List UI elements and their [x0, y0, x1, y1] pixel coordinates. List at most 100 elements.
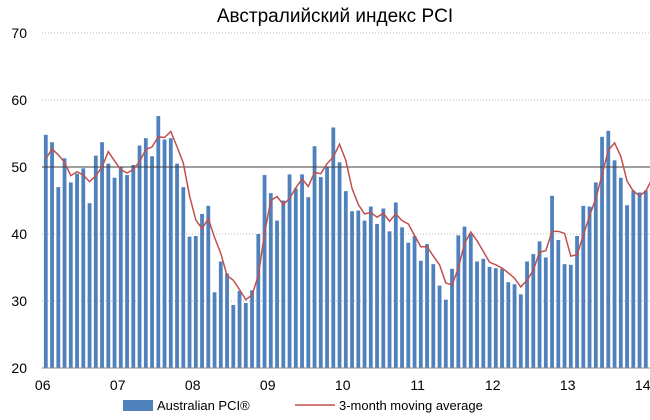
bar: [156, 116, 161, 368]
bar: [362, 220, 367, 368]
bar: [306, 197, 311, 368]
bar: [268, 193, 273, 368]
bar: [43, 134, 48, 368]
bar: [175, 163, 179, 368]
bar: [56, 187, 61, 368]
bar: [281, 200, 286, 368]
bar: [225, 273, 229, 368]
bar: [568, 264, 573, 368]
y-tick-label: 30: [11, 293, 27, 309]
x-tick-label: 06: [35, 377, 51, 393]
bar: [206, 205, 211, 368]
bar: [425, 244, 429, 368]
x-tick-label: 12: [485, 377, 501, 393]
bar: [312, 146, 317, 368]
bar: [118, 167, 123, 368]
bar: [643, 190, 648, 368]
bar: [243, 303, 248, 368]
x-tick-label: 11: [410, 377, 425, 393]
bar: [125, 175, 129, 368]
chart-title: Австралийский индекс PCI: [217, 6, 453, 27]
bar: [81, 168, 86, 368]
bar: [537, 241, 542, 368]
bar: [325, 167, 329, 368]
bar: [443, 299, 448, 368]
bar: [356, 210, 361, 368]
bar: [162, 139, 167, 368]
bar: [293, 188, 298, 368]
bar: [93, 155, 98, 368]
bar: [350, 211, 354, 368]
bar: [475, 261, 479, 368]
bar: [587, 206, 592, 368]
bar: [518, 294, 523, 368]
bar: [493, 268, 498, 368]
legend-swatch-pci: [123, 400, 153, 411]
bar: [581, 205, 586, 368]
bar: [525, 261, 529, 368]
bar: [543, 257, 548, 368]
y-tick-label: 50: [11, 159, 27, 175]
moving-average-line: [45, 130, 650, 301]
bar: [275, 220, 279, 368]
x-tick-label: 07: [110, 377, 126, 393]
bar: [100, 142, 104, 368]
bar: [193, 236, 198, 368]
legend-label-moving-average: 3-month moving average: [339, 398, 483, 413]
y-tick-label: 20: [11, 360, 27, 376]
bar: [168, 138, 173, 368]
bar: [531, 254, 536, 368]
bar: [437, 285, 442, 368]
bar: [250, 290, 254, 368]
bar: [218, 261, 223, 368]
bar: [456, 235, 461, 368]
bar: [618, 177, 623, 368]
bar: [606, 130, 611, 368]
y-tick-label: 40: [11, 226, 27, 242]
bar: [231, 305, 236, 368]
bar: [418, 260, 423, 368]
bar: [112, 177, 117, 368]
bar: [181, 187, 186, 368]
y-axis-ticks: 20 30 40 50 60 70: [11, 25, 27, 376]
x-axis-ticks: 06 07 08 09 10 11 12 13 14: [35, 377, 650, 393]
bar: [187, 236, 192, 368]
bar: [387, 231, 392, 368]
bar: [106, 163, 111, 368]
bar: [318, 177, 323, 368]
bar: [200, 213, 204, 368]
bar: [406, 242, 411, 368]
bar: [450, 268, 454, 368]
bar: [212, 292, 217, 368]
bar: [481, 258, 486, 368]
bar-series: [43, 116, 648, 368]
bar: [487, 266, 492, 368]
bar: [400, 227, 404, 368]
bar: [143, 138, 148, 368]
y-tick-label: 60: [11, 92, 27, 108]
bar: [462, 226, 467, 368]
bar: [131, 164, 136, 368]
bar: [150, 156, 154, 368]
bar: [512, 284, 517, 368]
bar: [68, 182, 73, 368]
bar: [562, 264, 567, 368]
x-tick-label: 08: [185, 377, 201, 393]
x-tick-label: 10: [335, 377, 351, 393]
bar: [256, 234, 261, 368]
bar: [600, 136, 604, 368]
bar: [468, 234, 473, 368]
bar: [331, 127, 336, 368]
bar: [75, 173, 79, 368]
bar: [87, 203, 92, 368]
bar: [337, 162, 342, 368]
bar: [412, 236, 417, 368]
bar: [50, 142, 54, 368]
bar: [137, 145, 142, 368]
bar: [625, 205, 629, 368]
bar: [393, 202, 398, 368]
bar: [637, 192, 642, 368]
bar: [593, 182, 598, 368]
bar: [300, 174, 304, 368]
